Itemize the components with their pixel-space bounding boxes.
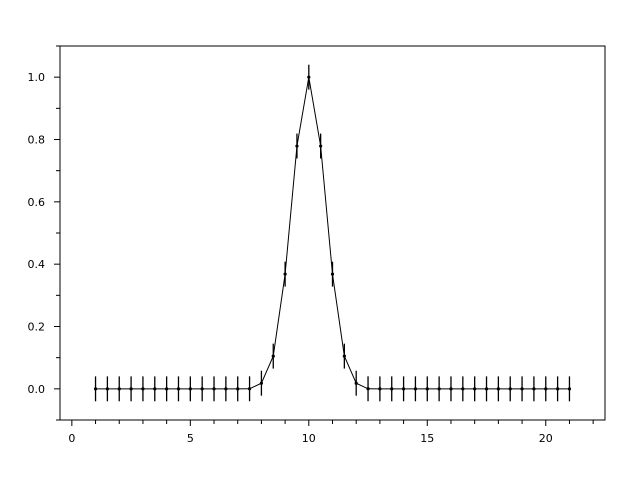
- data-point: [461, 387, 465, 391]
- data-point: [259, 381, 264, 385]
- plot-frame: [59, 45, 606, 421]
- data-point: [473, 387, 477, 391]
- y-tick-label: 0.6: [28, 196, 46, 209]
- data-point: [354, 381, 358, 385]
- data-point: [567, 387, 572, 391]
- y-tick-label: 0.0: [28, 383, 46, 396]
- data-point: [212, 387, 216, 391]
- data-point: [437, 387, 441, 391]
- x-axis: 0 5 10 15 20: [68, 420, 594, 445]
- data-point: [330, 272, 335, 276]
- data-point: [295, 144, 299, 148]
- data-point: [366, 387, 370, 391]
- data-point: [236, 387, 240, 391]
- data-point: [532, 387, 536, 391]
- data-point: [105, 387, 109, 391]
- data-point: [188, 387, 192, 391]
- x-tick-label: 0: [68, 432, 75, 445]
- data-point: [129, 387, 133, 391]
- data-point: [319, 144, 323, 148]
- data-point: [247, 387, 252, 391]
- data-point: [165, 387, 169, 391]
- series-line: [95, 77, 570, 390]
- y-tick-label: 1.0: [28, 71, 46, 84]
- data-point: [449, 387, 453, 391]
- data-point: [425, 387, 429, 391]
- series: [93, 64, 572, 402]
- x-tick-label: 5: [187, 432, 194, 445]
- data-point: [224, 387, 228, 391]
- data-point: [496, 387, 500, 391]
- y-tick-label: 0.2: [28, 321, 46, 334]
- data-point: [401, 387, 406, 391]
- data-point: [556, 387, 560, 391]
- y-tick-label: 0.4: [28, 258, 46, 271]
- data-point: [390, 387, 394, 391]
- data-point: [544, 387, 548, 391]
- data-point: [141, 387, 145, 391]
- data-point: [378, 387, 382, 391]
- data-point: [508, 387, 512, 391]
- data-point: [342, 354, 346, 358]
- x-tick-label: 20: [539, 432, 553, 445]
- data-point: [117, 387, 121, 391]
- y-axis: 0.0 0.2 0.4 0.6 0.8 1.0: [28, 45, 60, 421]
- x-tick-label: 10: [302, 432, 316, 445]
- data-point: [413, 387, 418, 391]
- data-point: [484, 387, 489, 391]
- data-point: [93, 387, 98, 391]
- data-point: [176, 387, 181, 391]
- data-point: [520, 387, 524, 391]
- y-tick-label: 0.8: [28, 134, 46, 147]
- data-point: [283, 272, 287, 276]
- data-point: [200, 387, 204, 391]
- data-point: [271, 354, 275, 358]
- x-tick-label: 15: [420, 432, 434, 445]
- data-point: [153, 387, 157, 391]
- data-point: [307, 75, 311, 79]
